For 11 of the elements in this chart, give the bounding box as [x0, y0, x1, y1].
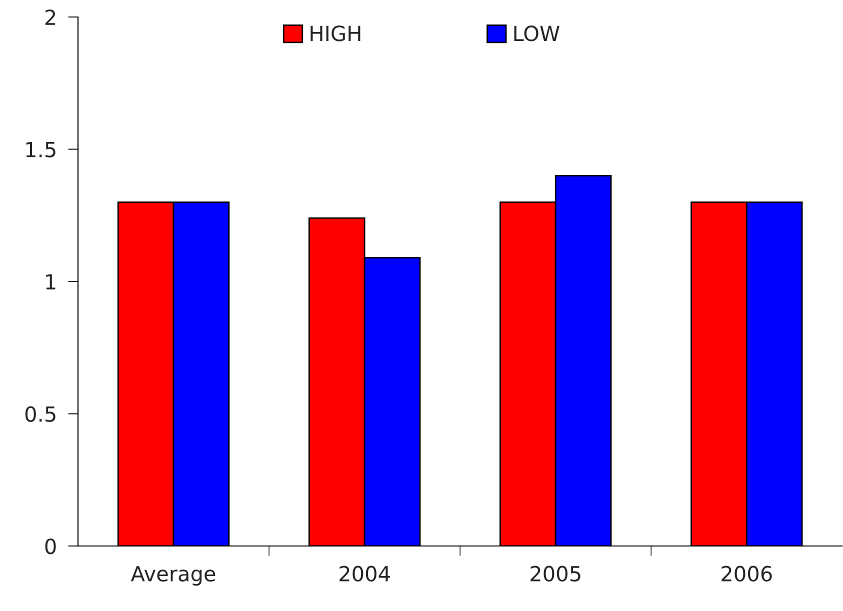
y-tick-label: 2: [45, 9, 56, 25]
y-tick-label: 0: [45, 538, 56, 554]
y-tick-label: 1.5: [26, 142, 56, 158]
x-tick-label: 2004: [340, 566, 390, 582]
x-tick-label: 2006: [722, 566, 772, 582]
y-tick-label: 0.5: [25, 406, 56, 422]
x-tick-label: 2005: [530, 566, 580, 582]
legend-label: LOW: [514, 26, 560, 42]
y-tick-label: 1: [46, 274, 56, 290]
x-tick-label: Average: [130, 566, 216, 586]
legend-label: HIGH: [310, 26, 360, 42]
